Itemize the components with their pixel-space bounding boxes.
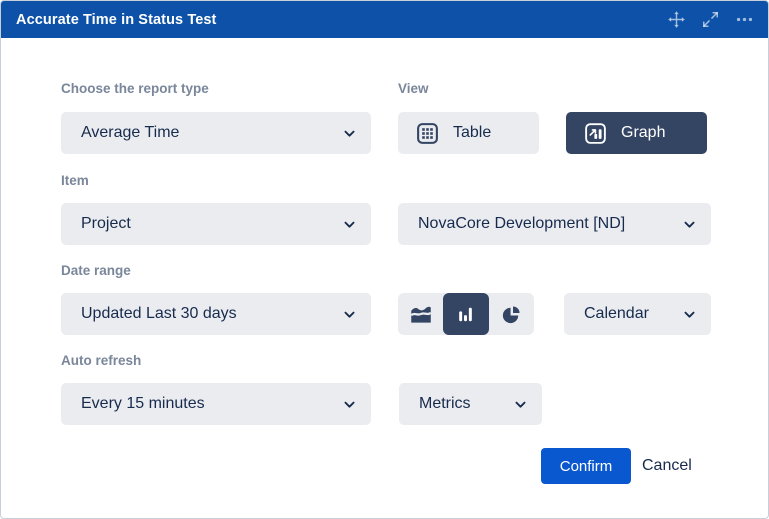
dialog-header: Accurate Time in Status Test bbox=[1, 1, 768, 38]
more-icon[interactable] bbox=[735, 10, 754, 29]
item-type-select[interactable]: Project bbox=[61, 203, 371, 245]
metrics-value: Metrics bbox=[419, 395, 471, 412]
chevron-down-icon bbox=[684, 311, 695, 318]
chevron-down-icon bbox=[344, 311, 355, 318]
bar-chart-icon bbox=[459, 307, 473, 321]
auto-refresh-value: Every 15 minutes bbox=[81, 395, 205, 412]
cancel-button[interactable]: Cancel bbox=[642, 457, 692, 474]
dialog-title: Accurate Time in Status Test bbox=[16, 11, 217, 28]
view-label: View bbox=[398, 81, 429, 96]
view-table-label: Table bbox=[453, 124, 492, 141]
item-label: Item bbox=[61, 173, 89, 188]
date-range-label: Date range bbox=[61, 263, 131, 278]
graph-chart-icon bbox=[585, 122, 606, 144]
date-range-value: Updated Last 30 days bbox=[81, 305, 237, 322]
auto-refresh-select[interactable]: Every 15 minutes bbox=[61, 383, 371, 425]
bar-chart-button[interactable] bbox=[443, 293, 489, 335]
view-graph-button[interactable]: Graph bbox=[566, 112, 707, 154]
chart-type-group bbox=[398, 293, 534, 335]
view-table-button[interactable]: Table bbox=[398, 112, 539, 154]
expand-icon[interactable] bbox=[701, 10, 720, 29]
report-type-value: Average Time bbox=[81, 124, 180, 141]
calendar-value: Calendar bbox=[584, 305, 649, 322]
chevron-down-icon bbox=[515, 401, 526, 408]
calendar-select[interactable]: Calendar bbox=[564, 293, 711, 335]
item-type-value: Project bbox=[81, 215, 131, 232]
chevron-down-icon bbox=[684, 221, 695, 228]
report-type-label: Choose the report type bbox=[61, 81, 209, 96]
project-value: NovaCore Development [ND] bbox=[418, 215, 626, 232]
chevron-down-icon bbox=[344, 221, 355, 228]
auto-refresh-label: Auto refresh bbox=[61, 353, 142, 368]
metrics-select[interactable]: Metrics bbox=[399, 383, 542, 425]
pie-chart-button[interactable] bbox=[489, 293, 534, 335]
report-type-select[interactable]: Average Time bbox=[61, 112, 371, 154]
chevron-down-icon bbox=[344, 130, 355, 137]
area-chart-icon bbox=[410, 306, 432, 323]
project-select[interactable]: NovaCore Development [ND] bbox=[398, 203, 711, 245]
header-icons bbox=[667, 10, 754, 29]
area-chart-button[interactable] bbox=[398, 293, 443, 335]
chevron-down-icon bbox=[344, 401, 355, 408]
date-range-select[interactable]: Updated Last 30 days bbox=[61, 293, 371, 335]
view-graph-label: Graph bbox=[621, 124, 666, 141]
table-grid-icon bbox=[417, 122, 438, 144]
pie-chart-icon bbox=[502, 305, 520, 323]
confirm-button[interactable]: Confirm bbox=[541, 448, 631, 484]
move-icon[interactable] bbox=[667, 10, 686, 29]
